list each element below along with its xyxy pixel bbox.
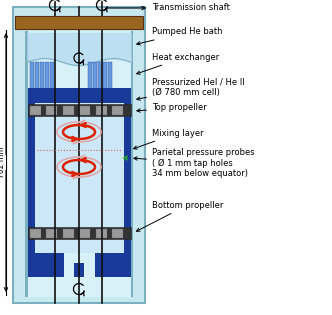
Bar: [124, 103, 130, 253]
Bar: [44, 62, 48, 90]
Bar: [46, 106, 57, 114]
Bar: [40, 62, 43, 90]
Bar: [30, 106, 41, 114]
Bar: [28, 31, 130, 297]
Text: Top propeller: Top propeller: [137, 104, 207, 112]
Text: Transmission shaft: Transmission shaft: [106, 3, 230, 13]
Bar: [103, 62, 107, 90]
Bar: [28, 88, 65, 103]
Bar: [93, 62, 97, 90]
Bar: [28, 227, 130, 239]
Bar: [130, 31, 133, 297]
Bar: [35, 62, 39, 90]
Bar: [98, 62, 102, 90]
FancyBboxPatch shape: [13, 7, 145, 303]
Bar: [28, 253, 63, 277]
Bar: [79, 106, 90, 114]
Bar: [28, 104, 130, 116]
Text: Mixing layer: Mixing layer: [134, 129, 204, 149]
Bar: [62, 106, 73, 114]
Text: Parietal pressure probes
( Ø 1 mm tap holes
34 mm below equator): Parietal pressure probes ( Ø 1 mm tap ho…: [134, 148, 255, 178]
Text: Heat exchanger: Heat exchanger: [137, 53, 219, 74]
Bar: [62, 228, 73, 238]
Bar: [30, 228, 41, 238]
Text: Bottom propeller: Bottom propeller: [136, 201, 223, 231]
Bar: [25, 31, 28, 297]
Bar: [28, 103, 35, 253]
Bar: [88, 62, 92, 90]
Bar: [49, 62, 53, 90]
Bar: [112, 106, 123, 114]
Bar: [79, 228, 90, 238]
Bar: [96, 228, 107, 238]
Bar: [30, 62, 34, 90]
Bar: [96, 106, 107, 114]
Bar: [95, 253, 130, 277]
Bar: [46, 228, 57, 238]
Bar: [74, 263, 84, 277]
Bar: [62, 88, 96, 103]
Bar: [108, 62, 112, 90]
Text: Pressurized HeI / He II
(Ø 780 mm cell): Pressurized HeI / He II (Ø 780 mm cell): [137, 77, 245, 100]
Bar: [93, 88, 130, 103]
Text: Pumped He bath: Pumped He bath: [137, 27, 222, 45]
Text: 702 mm: 702 mm: [0, 147, 7, 178]
Bar: [112, 228, 123, 238]
Polygon shape: [123, 155, 127, 161]
Bar: [15, 16, 143, 29]
Bar: [35, 103, 124, 253]
